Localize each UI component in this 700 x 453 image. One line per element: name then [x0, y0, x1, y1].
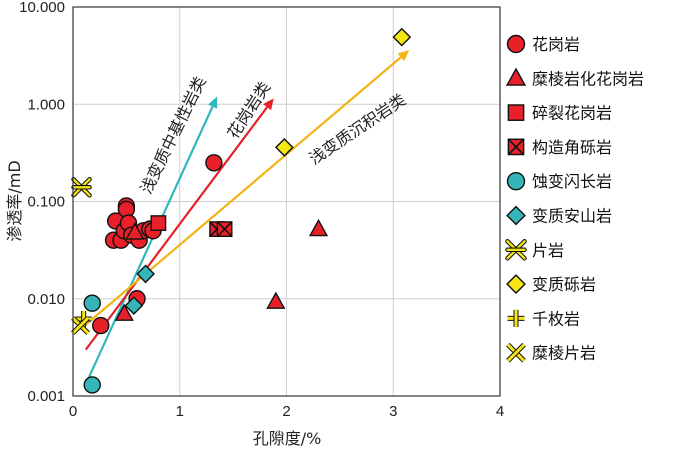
data-point: [71, 177, 92, 198]
legend-label: 糜棱岩化花岗岩: [532, 69, 644, 88]
data-point: [114, 303, 134, 321]
trend-arrowhead: [207, 96, 218, 109]
data-point: [136, 264, 155, 284]
legend-marker: [506, 342, 526, 363]
legend: 花岗岩糜棱岩化花岗岩碎裂花岗岩构造角砾岩蚀变闪长岩变质安山岩片岩变质砾岩千枚岩糜…: [505, 34, 644, 363]
legend-label: 花岗岩: [532, 35, 580, 54]
legend-label: 变质安山岩: [532, 207, 612, 226]
data-point: [83, 294, 101, 312]
trend-annotations: 浅变质中基性岩类 花岗岩类 浅变质沉积岩类: [137, 73, 410, 196]
data-point: [71, 316, 90, 335]
legend-marker: [506, 34, 526, 54]
data-point: [308, 218, 329, 237]
trend-arrowhead: [397, 50, 410, 62]
legend-label: 糜棱片岩: [532, 344, 596, 363]
data-point: [216, 221, 233, 238]
data-point: [205, 154, 223, 172]
y-tick-label: 1.000: [27, 96, 65, 113]
legend-marker: [505, 67, 527, 86]
y-tick-label: 10.000: [19, 0, 65, 16]
trend-lines: [82, 50, 410, 383]
data-point: [150, 215, 167, 231]
y-tick-labels: 0.001 0.010 0.100 1.000 10.000: [19, 0, 65, 405]
plot-frame: [72, 6, 501, 397]
x-tick-label: 3: [389, 403, 397, 420]
data-point: [83, 376, 101, 394]
grid: [72, 6, 501, 397]
legend-label: 片岩: [532, 241, 564, 260]
y-tick-label: 0.001: [27, 388, 65, 405]
data-point: [266, 291, 286, 309]
legend-label: 碎裂花岗岩: [532, 104, 612, 123]
legend-label: 蚀变闪长岩: [532, 172, 612, 191]
legend-marker: [506, 205, 526, 226]
y-tick-label: 0.100: [27, 194, 65, 211]
legend-marker: [507, 104, 525, 121]
legend-label: 千枚岩: [532, 309, 580, 328]
x-tick-label: 4: [496, 403, 504, 420]
data-point: [92, 316, 110, 335]
data-point: [124, 296, 144, 316]
legend-marker: [507, 309, 525, 327]
x-axis-label: 孔隙度/%: [253, 429, 322, 448]
data-points: [71, 27, 412, 394]
trend-line: [82, 56, 402, 328]
legend-label: 变质砾岩: [532, 275, 596, 294]
legend-marker: [505, 239, 527, 261]
x-tick-label: 0: [69, 403, 77, 420]
trend-line: [84, 106, 268, 351]
x-tick-label: 1: [176, 403, 184, 420]
legend-label: 构造角砾岩: [532, 138, 612, 157]
data-point: [125, 222, 145, 240]
legend-marker: [507, 138, 525, 156]
legend-marker: [506, 171, 526, 191]
y-axis-label: 渗透率/mD: [5, 160, 24, 241]
trend-line: [85, 106, 214, 383]
legend-marker: [506, 274, 526, 295]
data-point: [274, 138, 294, 157]
x-tick-labels: 0 1 2 3 4: [69, 403, 504, 420]
data-point: [392, 27, 412, 47]
y-tick-label: 0.010: [27, 291, 65, 308]
x-tick-label: 2: [282, 403, 290, 420]
trend-arrowhead: [263, 98, 274, 111]
